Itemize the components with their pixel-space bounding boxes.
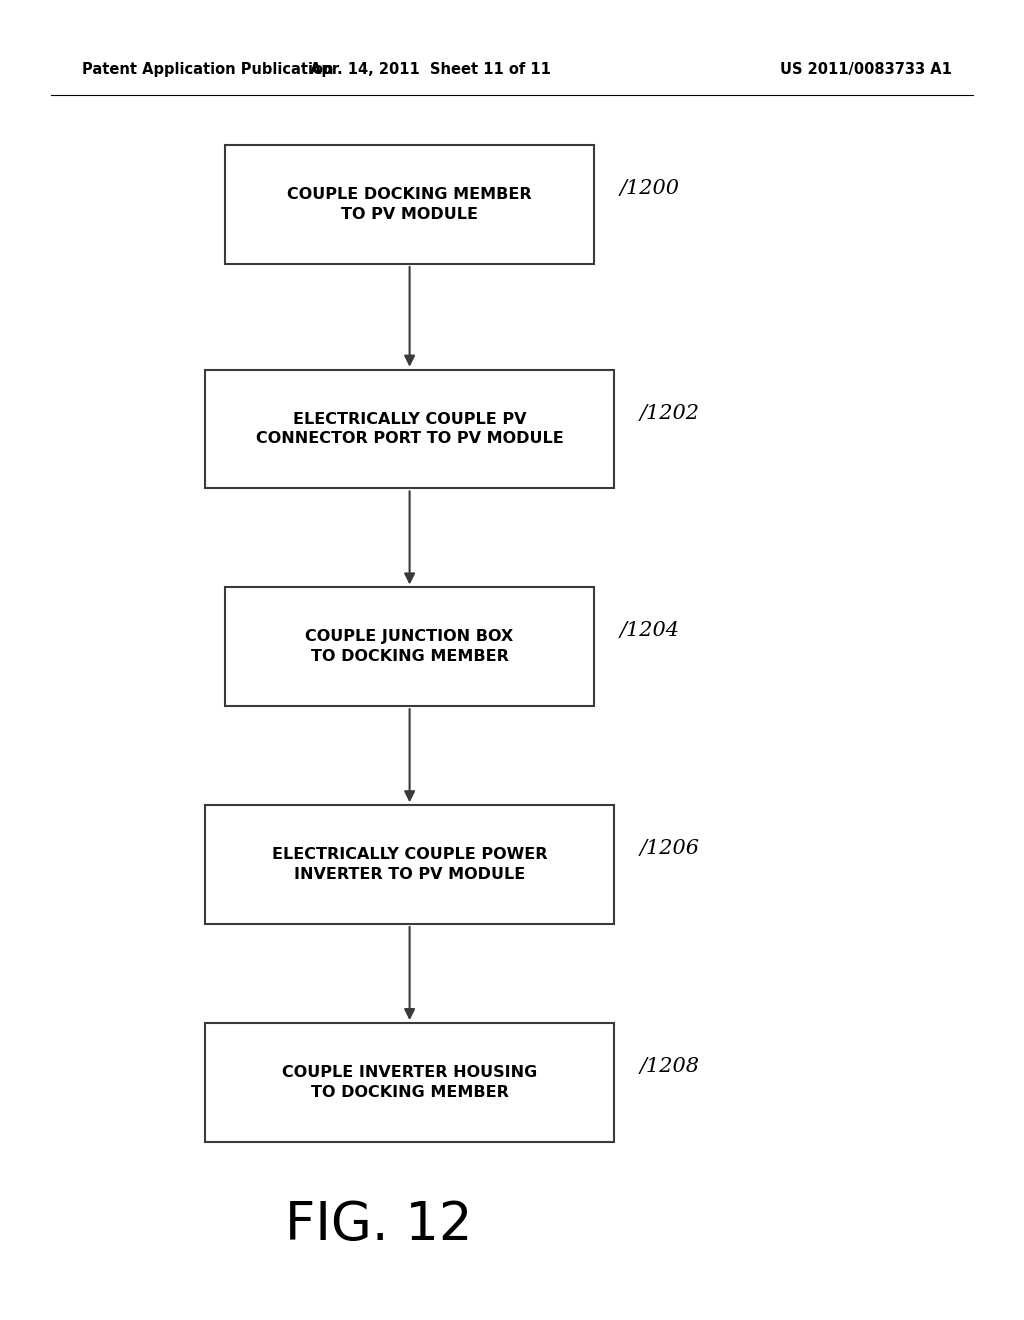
Text: ELECTRICALLY COUPLE POWER
INVERTER TO PV MODULE: ELECTRICALLY COUPLE POWER INVERTER TO PV… [271,847,548,882]
Text: US 2011/0083733 A1: US 2011/0083733 A1 [780,62,952,77]
FancyBboxPatch shape [205,370,614,488]
Text: /1204: /1204 [620,622,680,640]
Text: Apr. 14, 2011  Sheet 11 of 11: Apr. 14, 2011 Sheet 11 of 11 [309,62,551,77]
FancyBboxPatch shape [205,805,614,924]
Text: /1202: /1202 [640,404,700,422]
Text: /1208: /1208 [640,1057,700,1076]
Text: COUPLE DOCKING MEMBER
TO PV MODULE: COUPLE DOCKING MEMBER TO PV MODULE [288,187,531,222]
Text: Patent Application Publication: Patent Application Publication [82,62,334,77]
Text: ELECTRICALLY COUPLE PV
CONNECTOR PORT TO PV MODULE: ELECTRICALLY COUPLE PV CONNECTOR PORT TO… [256,412,563,446]
FancyBboxPatch shape [225,587,594,706]
Text: COUPLE INVERTER HOUSING
TO DOCKING MEMBER: COUPLE INVERTER HOUSING TO DOCKING MEMBE… [282,1065,538,1100]
Text: /1206: /1206 [640,840,700,858]
FancyBboxPatch shape [225,145,594,264]
FancyBboxPatch shape [205,1023,614,1142]
Text: /1200: /1200 [620,180,680,198]
Text: COUPLE JUNCTION BOX
TO DOCKING MEMBER: COUPLE JUNCTION BOX TO DOCKING MEMBER [305,630,514,664]
Text: FIG. 12: FIG. 12 [286,1199,472,1251]
